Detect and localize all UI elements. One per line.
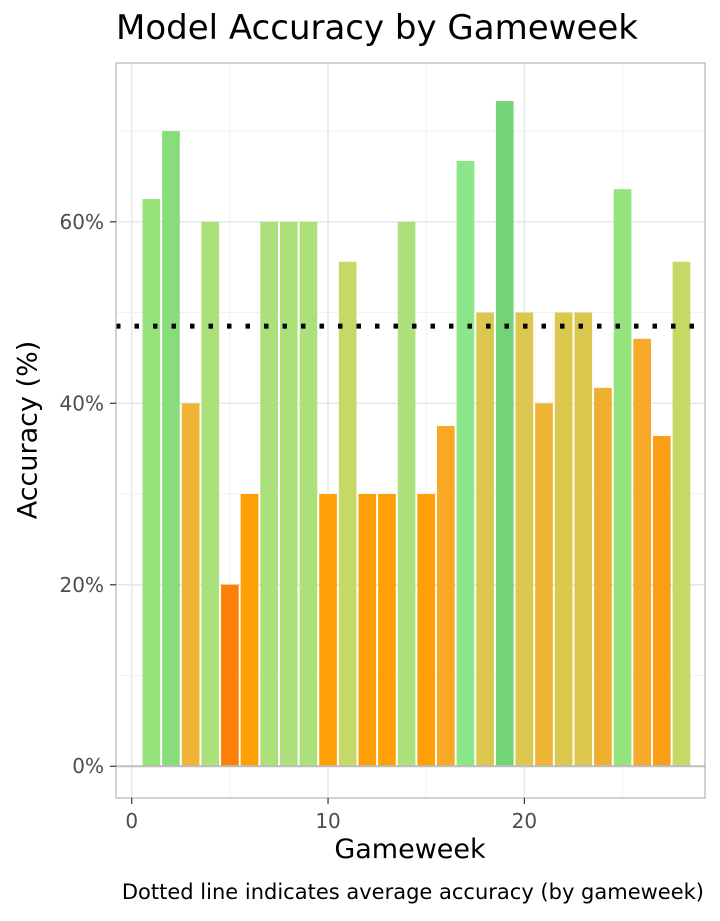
- y-tick-label: 0%: [72, 754, 104, 778]
- x-tick-label: 10: [315, 809, 340, 833]
- bar: [495, 101, 514, 767]
- bar: [319, 494, 337, 767]
- bar: [221, 584, 239, 767]
- bar: [535, 403, 553, 767]
- bar: [279, 221, 298, 767]
- bar: [613, 189, 632, 767]
- bar: [417, 494, 436, 767]
- y-tick-label: 20%: [60, 573, 104, 597]
- bar: [260, 221, 278, 767]
- bar: [338, 261, 357, 767]
- bar: [554, 312, 573, 767]
- bar: [574, 312, 593, 767]
- chart-title: Model Accuracy by Gameweek: [116, 8, 638, 48]
- bar: [456, 161, 475, 767]
- bar: [515, 312, 534, 767]
- bar: [594, 387, 612, 767]
- plot-border: [115, 62, 706, 799]
- bar: [162, 131, 180, 767]
- bars: [142, 101, 691, 767]
- bar: [181, 403, 200, 767]
- y-tick-label: 60%: [60, 210, 104, 234]
- x-tick-label: 0: [125, 809, 138, 833]
- bar: [240, 494, 259, 767]
- chart-caption: Dotted line indicates average accuracy (…: [121, 880, 704, 904]
- y-tick-label: 40%: [60, 391, 104, 415]
- axis-ticks: 0 10 20 0% 20% 40% 60%: [60, 210, 538, 833]
- bar: [201, 221, 220, 767]
- bar: [358, 494, 377, 767]
- bar: [299, 221, 318, 767]
- bar: [476, 312, 494, 767]
- bar: [652, 435, 671, 767]
- bar: [378, 494, 396, 767]
- bar: [633, 338, 652, 767]
- x-tick-label: 20: [512, 809, 537, 833]
- bar: [672, 261, 691, 767]
- bar: [437, 425, 455, 767]
- x-axis-title: Gameweek: [334, 834, 486, 865]
- bar: [397, 221, 416, 767]
- bar: [142, 199, 161, 767]
